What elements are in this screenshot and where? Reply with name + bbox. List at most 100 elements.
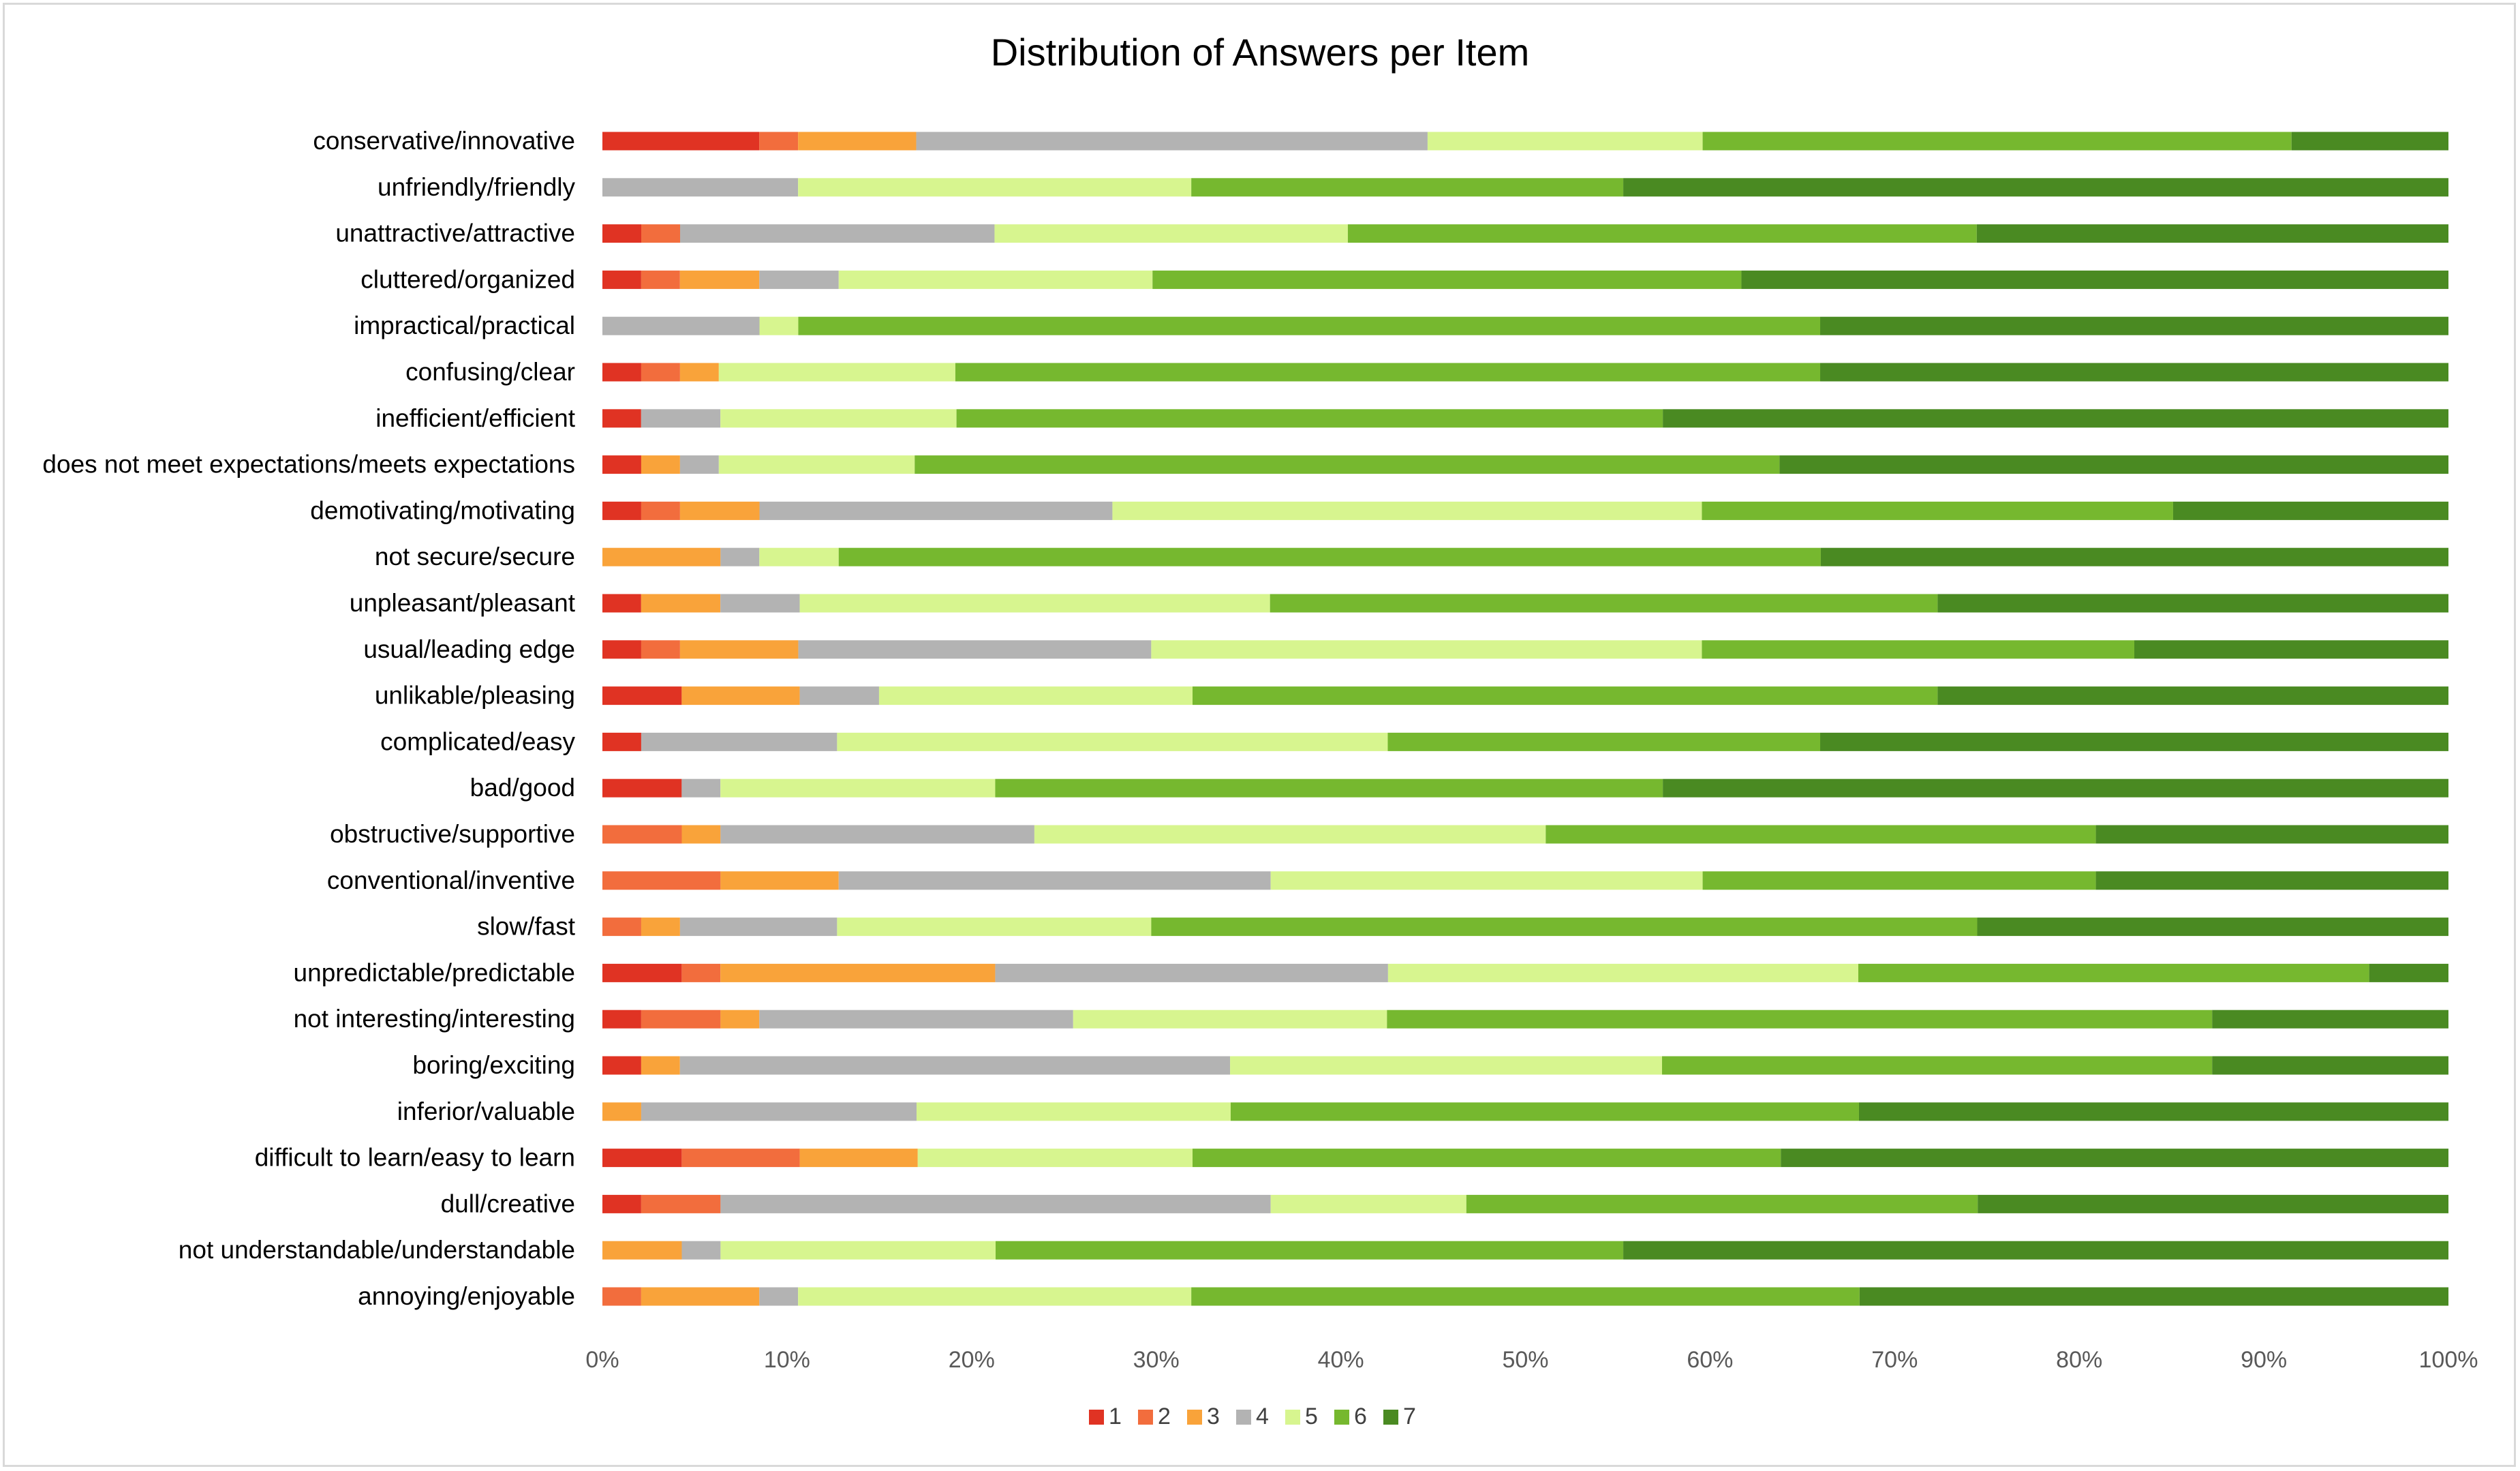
bar-segment-3 (681, 686, 800, 706)
bar-segment-5 (838, 270, 1153, 289)
bar-segment-6 (1387, 1010, 2213, 1029)
bar-segment-4 (679, 918, 838, 937)
category-label: not interesting/interesting (294, 1005, 575, 1033)
bar-segment-4 (720, 1194, 1271, 1213)
bar-segment-5 (759, 547, 839, 566)
bar-segment-3 (679, 363, 719, 382)
legend-swatch-7 (1383, 1410, 1398, 1425)
bar-segment-7 (1781, 1149, 2448, 1168)
bar-segment-2 (681, 1149, 800, 1168)
bar-segment-1 (602, 686, 682, 706)
bar-segment-1 (602, 1149, 682, 1168)
bar-segment-4 (679, 1056, 1231, 1075)
bar-segment-7 (1978, 1194, 2448, 1213)
bar-segment-7 (1623, 1241, 2448, 1260)
legend-swatch-5 (1285, 1410, 1300, 1425)
bar-segment-7 (1858, 1102, 2448, 1121)
bar-segment-5 (718, 363, 955, 382)
bar-segment-6 (1702, 640, 2135, 659)
legend-swatch-4 (1236, 1410, 1251, 1425)
legend-label-3: 3 (1207, 1404, 1220, 1429)
bar-segment-3 (641, 918, 680, 937)
bar-segment-6 (1191, 178, 1624, 197)
category-label: conservative/innovative (313, 127, 575, 155)
bar-segment-3 (602, 1241, 682, 1260)
legend-label-2: 2 (1158, 1404, 1171, 1429)
bar-segment-7 (1977, 918, 2448, 937)
bar-segment-7 (2134, 640, 2448, 659)
bar-segment-4 (759, 1287, 799, 1306)
bar-segment-4 (720, 825, 1034, 844)
category-label: impractical/practical (354, 312, 575, 339)
bar-segment-5 (917, 1149, 1193, 1168)
bar-segment-3 (798, 132, 917, 151)
bar-segment-7 (1937, 686, 2448, 706)
legend-label-6: 6 (1354, 1404, 1367, 1429)
category-label: not understandable/understandable (179, 1236, 575, 1264)
bar-segment-5 (1270, 871, 1703, 890)
bar-segment-3 (641, 1287, 760, 1306)
bar-segment-6 (1702, 501, 2173, 520)
bar-segment-2 (602, 825, 682, 844)
bar-segment-1 (602, 363, 641, 382)
bar-segment-4 (995, 963, 1388, 982)
bar-segment-3 (679, 270, 760, 289)
bars-layer (602, 132, 2448, 1306)
bar-segment-4 (641, 409, 721, 428)
bar-segment-6 (915, 455, 1780, 474)
bar-segment-4 (641, 1102, 917, 1121)
bar-segment-4 (641, 732, 838, 751)
bar-segment-5 (720, 409, 957, 428)
category-label: confusing/clear (405, 358, 575, 386)
bar-segment-3 (602, 547, 721, 566)
bar-segment-7 (1663, 778, 2448, 798)
bar-segment-1 (602, 1056, 641, 1075)
x-tick-label: 20% (949, 1347, 995, 1373)
bar-segment-4 (916, 132, 1428, 151)
bar-segment-6 (1191, 1287, 1860, 1306)
bar-segment-7 (1859, 1287, 2448, 1306)
category-label: unfriendly/friendly (378, 173, 575, 201)
bar-segment-2 (641, 1194, 721, 1213)
bar-segment-5 (837, 918, 1152, 937)
bar-segment-2 (681, 963, 721, 982)
bar-segment-2 (602, 871, 721, 890)
x-tick-label: 100% (2419, 1347, 2478, 1373)
bar-segment-1 (602, 270, 641, 289)
legend-label-7: 7 (1403, 1404, 1416, 1429)
bar-segment-5 (916, 1102, 1231, 1121)
x-tick-label: 50% (1502, 1347, 1548, 1373)
bar-segment-6 (1230, 1102, 1859, 1121)
bar-segment-6 (1347, 224, 1977, 243)
bar-segment-3 (681, 825, 721, 844)
bar-segment-7 (2212, 1056, 2448, 1075)
category-label: does not meet expectations/meets expecta… (42, 451, 575, 479)
bar-segment-7 (2291, 132, 2448, 151)
bar-segment-5 (1034, 825, 1546, 844)
bar-segment-7 (1741, 270, 2448, 289)
bar-segment-1 (602, 1194, 641, 1213)
bar-segment-6 (1702, 132, 2292, 151)
bar-segment-6 (1466, 1194, 1978, 1213)
bar-segment-4 (602, 178, 799, 197)
bar-segment-1 (602, 963, 682, 982)
bar-segment-5 (837, 732, 1388, 751)
bar-segment-1 (602, 501, 641, 520)
bar-segment-7 (1820, 547, 2448, 566)
chart-title: Distribution of Answers per Item (990, 31, 1530, 74)
legend-swatch-2 (1138, 1410, 1153, 1425)
bar-segment-3 (641, 1056, 680, 1075)
bar-segment-6 (996, 1241, 1624, 1260)
bar-segment-1 (602, 224, 642, 243)
legend-label-4: 4 (1256, 1404, 1269, 1429)
category-label: dull/creative (441, 1189, 575, 1217)
bar-segment-6 (1546, 825, 2096, 844)
legend-label-5: 5 (1305, 1404, 1318, 1429)
bar-segment-7 (1976, 224, 2448, 243)
bar-segment-5 (718, 455, 915, 474)
category-label: complicated/easy (380, 727, 575, 755)
bar-segment-4 (838, 871, 1271, 890)
x-tick-label: 40% (1318, 1347, 1364, 1373)
bar-segment-3 (641, 455, 680, 474)
bar-segment-3 (720, 963, 996, 982)
